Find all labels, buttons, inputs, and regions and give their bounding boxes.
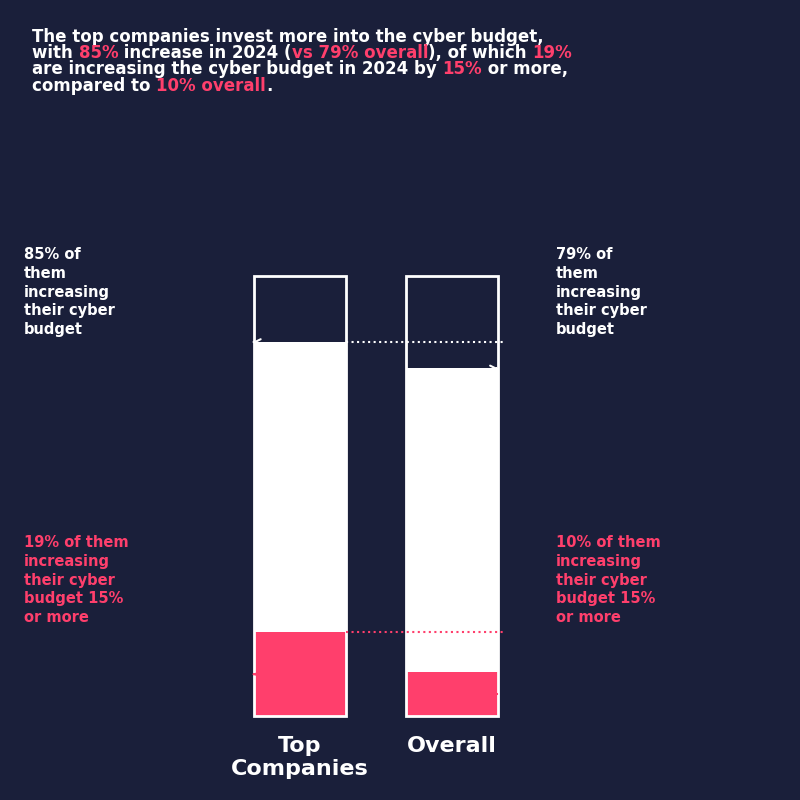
Text: 19% of them
increasing
their cyber
budget 15%
or more: 19% of them increasing their cyber budge… [24,535,129,625]
Text: ), of which: ), of which [428,44,532,62]
Text: or more,: or more, [482,60,568,78]
Text: 85%: 85% [78,44,118,62]
Text: are increasing the cyber budget in 2024 by: are increasing the cyber budget in 2024 … [32,60,442,78]
Text: vs 79% overall: vs 79% overall [292,44,428,62]
Text: 85% of
them
increasing
their cyber
budget: 85% of them increasing their cyber budge… [24,247,115,337]
Text: Top
Companies: Top Companies [231,736,369,779]
Bar [254,632,346,716]
Bar [254,342,346,632]
Bar [406,276,498,368]
Text: .: . [266,77,272,94]
Text: 79% of
them
increasing
their cyber
budget: 79% of them increasing their cyber budge… [556,247,647,337]
Text: with: with [32,44,78,62]
Text: 10% overall: 10% overall [156,77,266,94]
Text: 10% of them
increasing
their cyber
budget 15%
or more: 10% of them increasing their cyber budge… [556,535,661,625]
Text: Overall: Overall [407,736,497,756]
Bar [406,672,498,716]
Text: increase in 2024 (: increase in 2024 ( [118,44,292,62]
Text: 19%: 19% [532,44,572,62]
Text: The top companies invest more into the cyber budget,: The top companies invest more into the c… [32,28,544,46]
Bar [254,276,346,716]
Bar [406,368,498,672]
Text: compared to: compared to [32,77,156,94]
Bar [406,276,498,716]
Text: 15%: 15% [442,60,482,78]
Bar [254,276,346,342]
